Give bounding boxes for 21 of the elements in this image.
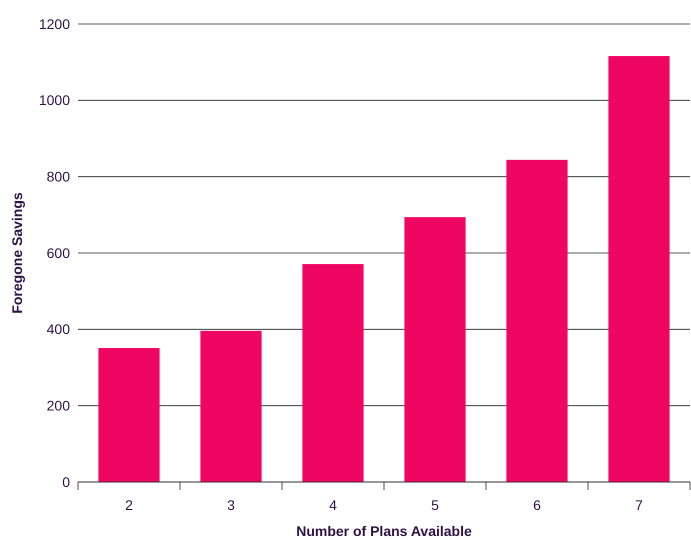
y-tick-label: 1000	[38, 92, 70, 108]
bar	[200, 330, 262, 482]
x-tick-label: 5	[431, 497, 440, 513]
y-axis-title: Foregone Savings	[9, 192, 25, 314]
x-tick-label: 2	[125, 497, 134, 513]
x-tick-label: 3	[227, 497, 236, 513]
y-tick-label: 1200	[38, 16, 70, 32]
x-tick-label: 6	[533, 497, 542, 513]
bar	[608, 56, 670, 482]
x-tick-label: 4	[329, 497, 338, 513]
y-tick-label: 400	[46, 321, 70, 338]
x-axis-title: Number of Plans Available	[296, 523, 472, 539]
x-tick-label: 7	[635, 497, 644, 513]
bar	[404, 217, 466, 482]
bar	[302, 264, 364, 482]
y-tick-label: 600	[46, 244, 70, 261]
bar	[98, 348, 160, 482]
y-tick-label: 200	[46, 398, 70, 414]
bar	[506, 160, 568, 482]
y-tick-label: 0	[62, 474, 70, 490]
y-tick-label: 800	[46, 168, 70, 185]
